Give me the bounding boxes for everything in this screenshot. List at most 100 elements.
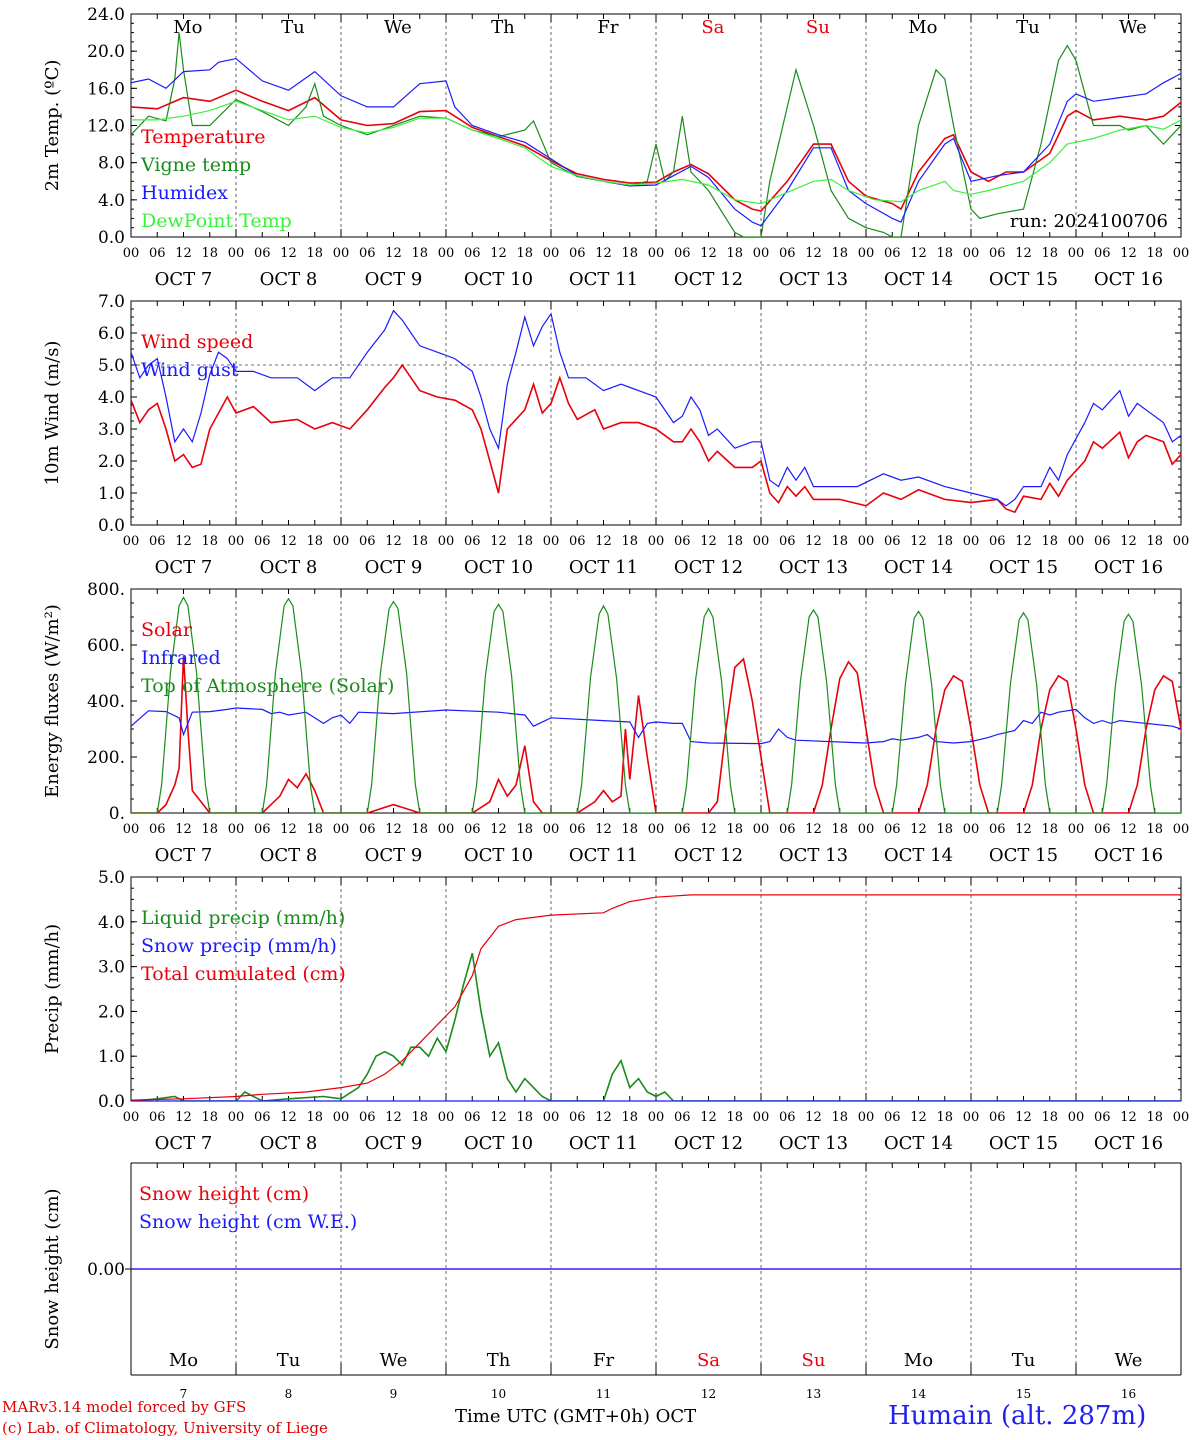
x-hour-label: 18 xyxy=(1146,822,1163,837)
x-hour-label: 06 xyxy=(884,1110,901,1125)
y-axis-label: 2m Temp. (ºC) xyxy=(42,60,63,192)
x-date-label: OCT 11 xyxy=(569,269,638,290)
x-hour-label: 00 xyxy=(438,822,455,837)
panel-1: 0.0 4.0 8.0 12.0 16.0 20.0 24.0 00 06 12 18 00 06 12 1… xyxy=(42,5,1190,290)
x-hour-label: 12 xyxy=(385,1110,402,1125)
x-hour-label: 06 xyxy=(674,534,691,549)
x-hour-label: 00 xyxy=(753,246,770,261)
y-tick-label: 2.0 xyxy=(98,1002,125,1022)
x-hour-label: 18 xyxy=(306,822,323,837)
x-hour-label: 12 xyxy=(700,246,717,261)
y-tick-label: 3.0 xyxy=(98,958,125,978)
x-hour-label: 06 xyxy=(779,534,796,549)
x-hour-label: 18 xyxy=(726,246,743,261)
x-hour-label: 12 xyxy=(490,246,507,261)
panel-2: 0.0 1.0 2.0 3.0 4.0 5.0 6.0 7.0 00 06 12 18 00 06 12 18… xyxy=(42,292,1189,578)
x-hour-label: 12 xyxy=(1120,822,1137,837)
y-tick-label: 0.0 xyxy=(98,1092,125,1112)
legend-entry: Humidex xyxy=(141,182,228,204)
x-hour-label: 18 xyxy=(1146,534,1163,549)
x-hour-label: 18 xyxy=(306,246,323,261)
x-hour-label: 18 xyxy=(1041,1110,1058,1125)
x-hour-label: 00 xyxy=(438,534,455,549)
weekday-label: Sa xyxy=(701,17,724,38)
series-line-humidex xyxy=(131,57,1181,227)
x-hour-label: 06 xyxy=(569,534,586,549)
x-hour-label: 06 xyxy=(779,1110,796,1125)
x-hour-label: 18 xyxy=(936,534,953,549)
x-hour-label: 12 xyxy=(175,822,192,837)
x-hour-label: 00 xyxy=(1173,822,1190,837)
x-hour-label: 00 xyxy=(858,246,875,261)
x-hour-label: 00 xyxy=(123,534,140,549)
x-date-label: OCT 10 xyxy=(464,269,533,290)
x-hour-label: 06 xyxy=(149,1110,166,1125)
x-hour-label: 18 xyxy=(411,1110,428,1125)
x-hour-label: 06 xyxy=(149,534,166,549)
copyright-credit: (c) Lab. of Climatology, University of L… xyxy=(2,1419,328,1437)
x-date-label: OCT 14 xyxy=(884,269,953,290)
x-hour-label: 00 xyxy=(963,1110,980,1125)
x-hour-label: 12 xyxy=(1015,1110,1032,1125)
x-hour-label: 00 xyxy=(438,1110,455,1125)
x-date-label: OCT 16 xyxy=(1094,269,1163,290)
x-hour-label: 06 xyxy=(989,246,1006,261)
x-date-label: OCT 10 xyxy=(464,845,533,866)
legend-entry: Wind speed xyxy=(141,331,253,353)
x-hour-label: 00 xyxy=(1173,246,1190,261)
x-date-label: OCT 16 xyxy=(1094,1133,1163,1154)
day-number-label: 9 xyxy=(390,1387,398,1401)
x-hour-label: 06 xyxy=(569,246,586,261)
x-hour-label: 06 xyxy=(674,1110,691,1125)
legend-entry: Solar xyxy=(141,619,193,641)
x-hour-label: 06 xyxy=(464,246,481,261)
legend-entry: Top of Atmosphere (Solar) xyxy=(141,675,394,697)
weekday-label: Tu xyxy=(281,17,305,38)
x-hour-label: 12 xyxy=(910,822,927,837)
x-hour-label: 18 xyxy=(831,1110,848,1125)
x-hour-label: 00 xyxy=(543,1110,560,1125)
x-hour-label: 18 xyxy=(516,1110,533,1125)
y-tick-label: 800. xyxy=(87,580,125,600)
x-hour-label: 00 xyxy=(648,822,665,837)
y-tick-label: 4.0 xyxy=(98,913,125,933)
x-hour-label: 00 xyxy=(858,1110,875,1125)
x-hour-label: 18 xyxy=(201,246,218,261)
x-hour-label: 12 xyxy=(280,822,297,837)
y-tick-label: 20.0 xyxy=(87,42,125,62)
x-hour-label: 18 xyxy=(516,246,533,261)
day-number-label: 14 xyxy=(911,1387,927,1401)
x-hour-label: 12 xyxy=(700,534,717,549)
x-hour-label: 18 xyxy=(201,534,218,549)
x-hour-label: 18 xyxy=(411,534,428,549)
x-hour-label: 06 xyxy=(254,246,271,261)
x-date-label: OCT 13 xyxy=(779,557,848,578)
x-date-label: OCT 13 xyxy=(779,845,848,866)
x-hour-label: 12 xyxy=(595,1110,612,1125)
y-tick-label: 16.0 xyxy=(87,79,125,99)
station-label: Humain (alt. 287m) xyxy=(888,1401,1147,1431)
panel-3: 0. 200. 400. 600. 800. 00 06 12 18 00 06 12 18 00 06 12… xyxy=(42,580,1190,866)
x-date-label: OCT 8 xyxy=(260,845,318,866)
y-tick-label: 200. xyxy=(87,748,125,768)
x-hour-label: 06 xyxy=(884,534,901,549)
x-date-label: OCT 9 xyxy=(365,269,423,290)
x-hour-label: 06 xyxy=(464,534,481,549)
x-hour-label: 00 xyxy=(333,246,350,261)
y-tick-label: 0.00 xyxy=(87,1260,125,1280)
x-hour-label: 12 xyxy=(385,534,402,549)
x-hour-label: 12 xyxy=(1015,822,1032,837)
x-hour-label: 18 xyxy=(306,1110,323,1125)
y-tick-label: 1.0 xyxy=(98,484,125,504)
x-hour-label: 12 xyxy=(1015,246,1032,261)
series-line-wind-speed xyxy=(131,363,1181,514)
x-hour-label: 00 xyxy=(1068,822,1085,837)
panel-frame xyxy=(130,300,1182,526)
weekday-label: Mo xyxy=(908,17,937,38)
weekday-label: Tu xyxy=(277,1350,301,1371)
x-hour-label: 00 xyxy=(228,246,245,261)
x-hour-label: 12 xyxy=(385,822,402,837)
x-date-label: OCT 15 xyxy=(989,269,1058,290)
x-hour-label: 00 xyxy=(648,246,665,261)
x-hour-label: 06 xyxy=(149,822,166,837)
